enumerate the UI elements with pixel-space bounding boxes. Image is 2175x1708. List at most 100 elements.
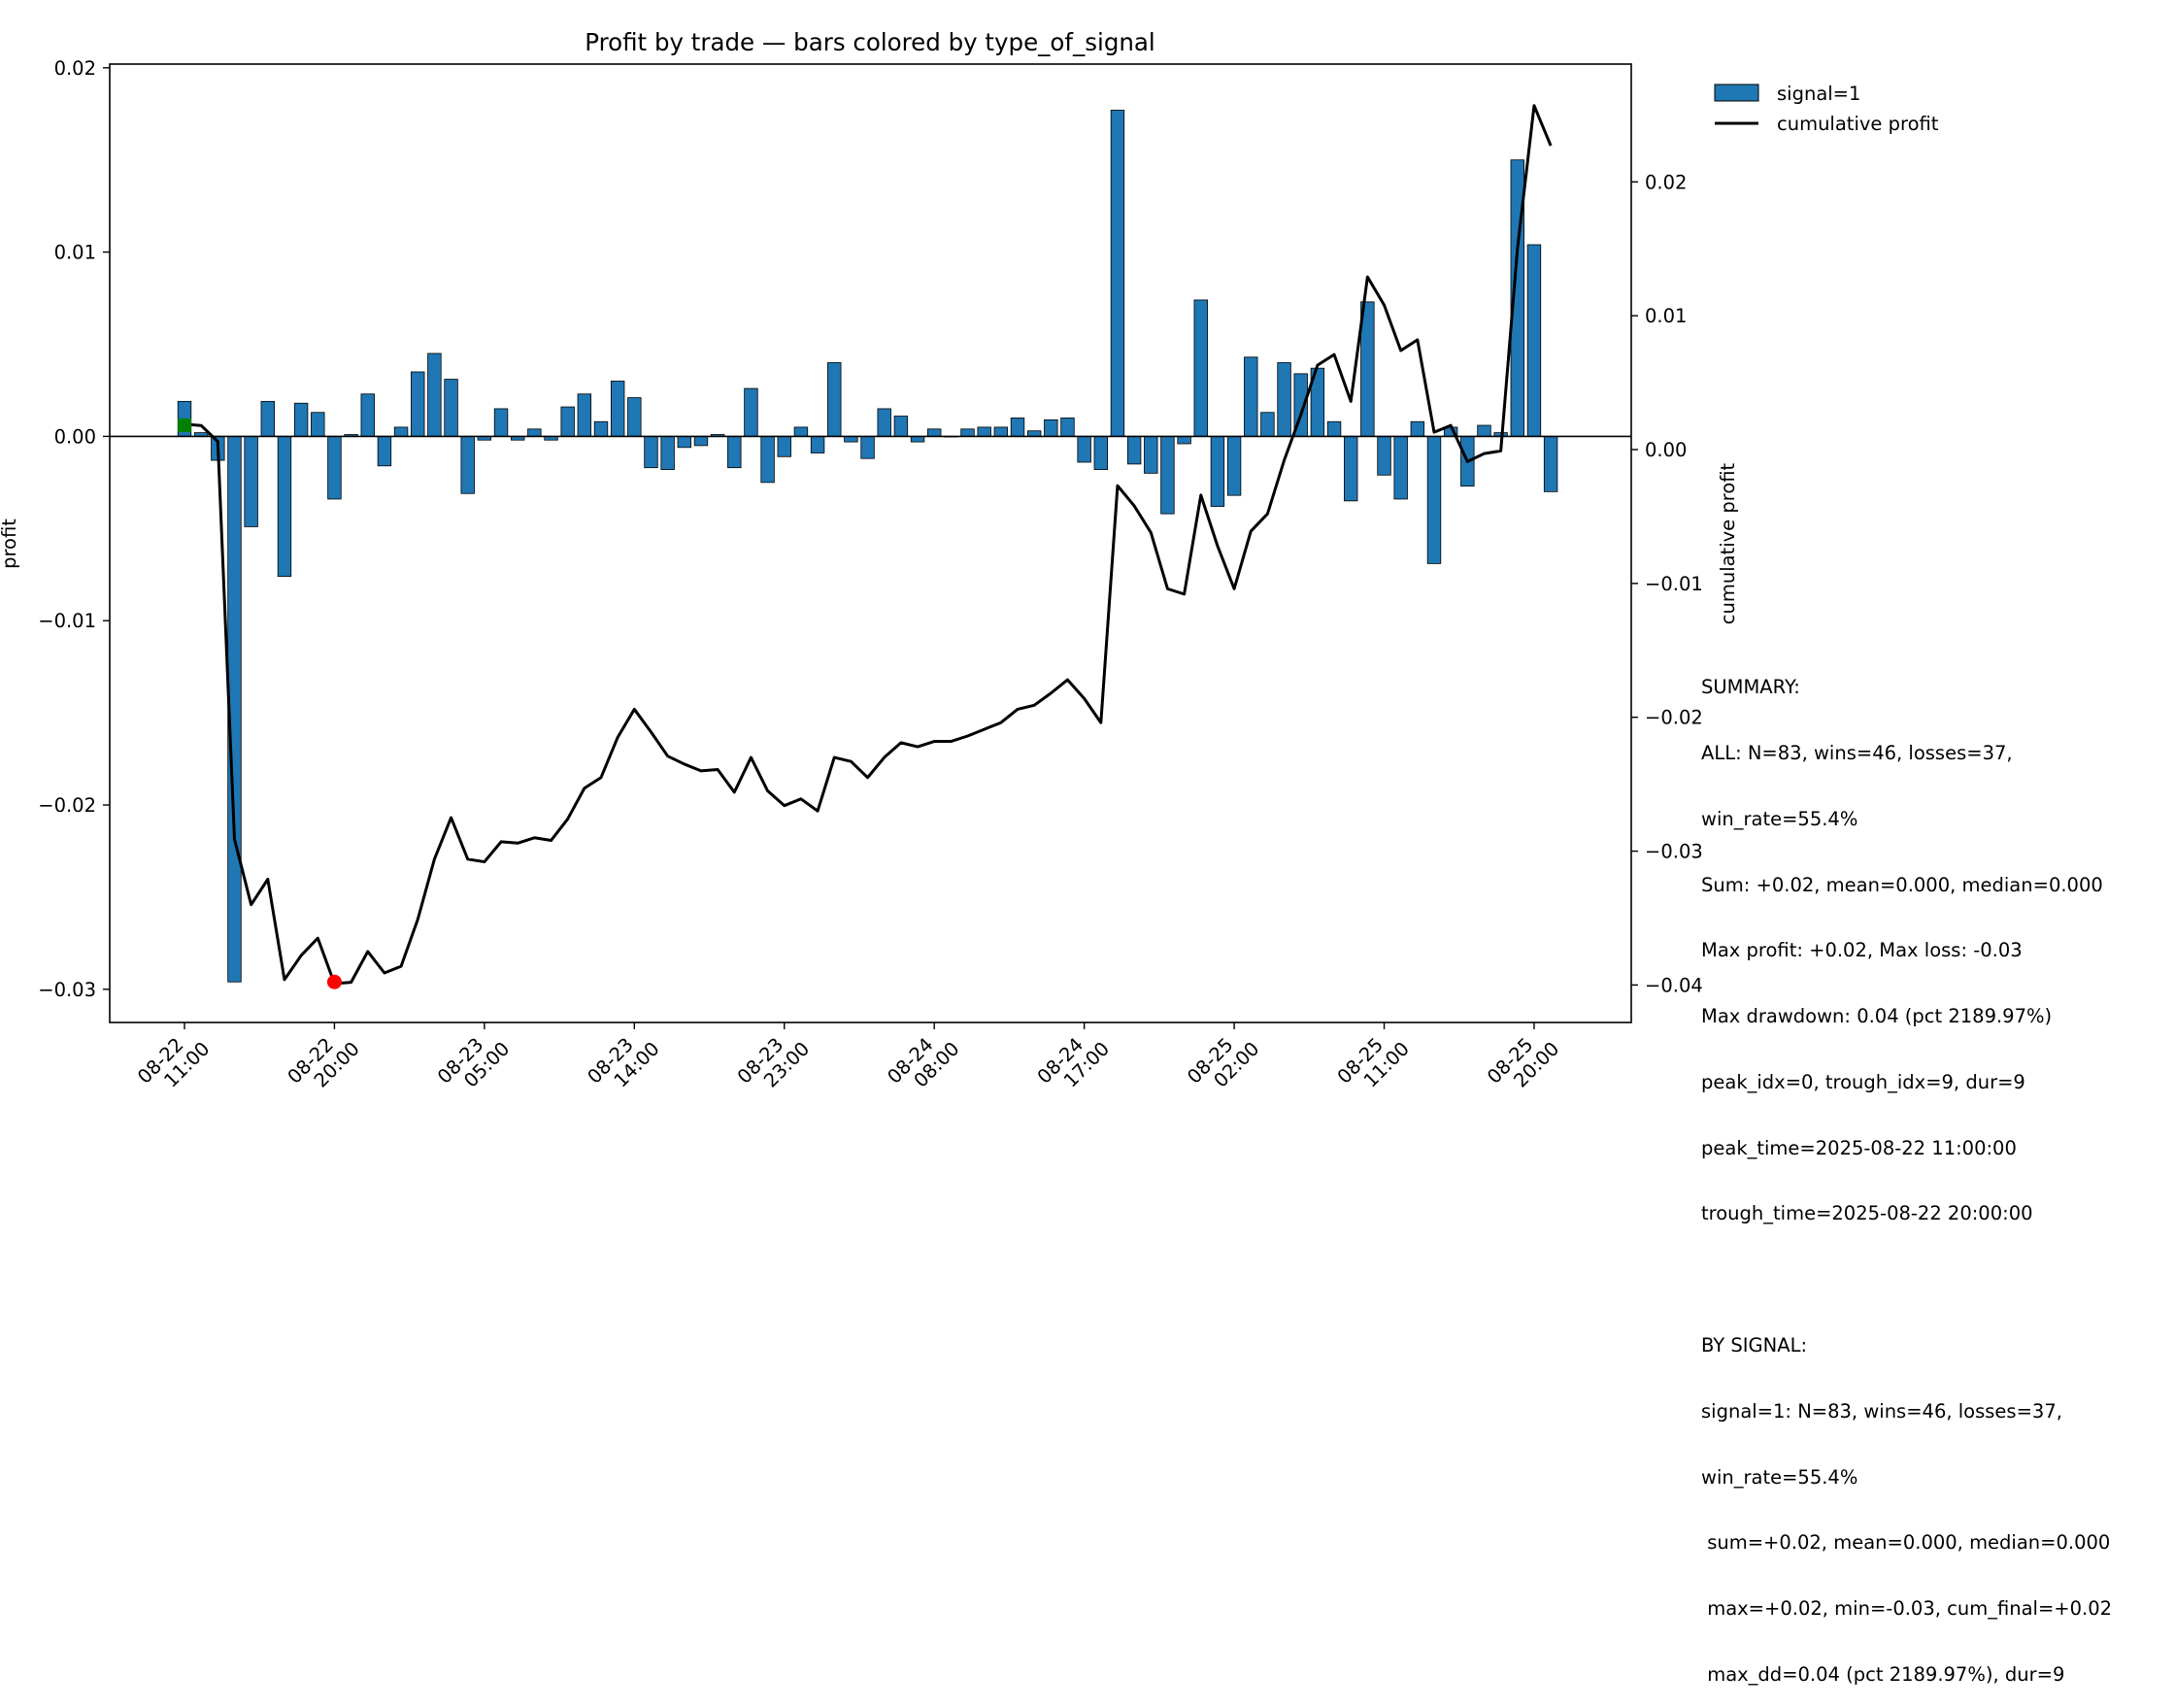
legend-label-signal: signal=1 [1777, 83, 1860, 105]
plot-area: −0.03 −0.02 −0.01 0.00 0.01 0.02 −0.04 −0.03 −0.… [38, 57, 1703, 1088]
bar [644, 436, 658, 469]
bar [444, 379, 458, 437]
summary-line: BY SIGNAL: [1701, 1334, 1808, 1356]
bar [860, 436, 875, 459]
bar [1477, 424, 1491, 437]
summary-line: peak_time=2025-08-22 11:00:00 [1701, 1136, 2017, 1159]
profit-chart: Profit by trade — bars colored by type_o… [0, 28, 1939, 1088]
bar [1426, 436, 1442, 564]
x-tick-label: 08-2211:00 [133, 1022, 214, 1088]
summary-line: Max profit: +0.02, Max loss: -0.03 [1701, 939, 2023, 962]
summary-box: SUMMARY: ALL: N=83, wins=46, losses=37, … [1701, 633, 2112, 1708]
bar [411, 371, 425, 437]
bar [1060, 418, 1075, 437]
bar [1260, 412, 1275, 437]
x-tick-label: 08-2520:00 [1483, 1022, 1563, 1088]
bar [993, 426, 1009, 437]
bar [1526, 244, 1542, 437]
bar [360, 393, 375, 437]
x-tick-label: 08-2502:00 [1183, 1022, 1263, 1088]
bar [910, 436, 925, 443]
y-right-tick-label: −0.03 [1645, 841, 1703, 863]
bar [727, 436, 742, 469]
bar [977, 426, 991, 437]
legend-label-cumulative: cumulative profit [1777, 113, 1939, 135]
summary-line: trough_time=2025-08-22 20:00:00 [1701, 1202, 2033, 1225]
bar [377, 436, 392, 467]
bar [427, 352, 442, 437]
y-right-tick-label: −0.01 [1645, 573, 1703, 595]
summary-line: Sum: +0.02, mean=0.000, median=0.000 [1701, 873, 2103, 896]
bar [460, 436, 475, 494]
bar [793, 426, 809, 437]
trough-marker [326, 974, 342, 989]
bar [844, 436, 858, 443]
bar [1077, 436, 1091, 463]
bar [1160, 436, 1175, 515]
bar [1110, 110, 1125, 437]
bar [610, 381, 625, 437]
summary-line: signal=1: N=83, wins=46, losses=37, [1701, 1399, 2062, 1423]
chart-title: Profit by trade — bars colored by type_o… [585, 28, 1154, 56]
x-tick-label: 08-2323:00 [733, 1022, 814, 1088]
bar [1044, 419, 1058, 437]
bar [577, 393, 592, 437]
bar [893, 416, 909, 437]
x-tick-label: 08-2408:00 [883, 1022, 963, 1088]
summary-line: Max drawdown: 0.04 (pct 2189.97%) [1701, 1005, 2053, 1028]
bar [1010, 418, 1025, 437]
bar [1226, 436, 1242, 496]
summary-line: sum=+0.02, mean=0.000, median=0.000 [1701, 1531, 2111, 1555]
summary-line: win_rate=55.4% [1701, 807, 1858, 830]
bar [244, 436, 258, 527]
bar [627, 397, 642, 437]
bar [1410, 420, 1425, 437]
bar [311, 412, 325, 437]
bar [760, 436, 775, 484]
bar [827, 362, 842, 437]
y-axis-right-label: cumulative profit [1717, 462, 1739, 624]
summary-line: max_dd=0.04 (pct 2189.97%), dur=9 [1701, 1662, 2065, 1686]
x-tick-label: 08-2305:00 [433, 1022, 514, 1088]
bar [1144, 436, 1158, 474]
summary-line [1701, 1269, 2112, 1291]
bar [1193, 299, 1208, 437]
y-tick-label: −0.01 [38, 610, 96, 632]
peak-marker [178, 419, 191, 433]
x-tick-label: 08-2417:00 [1033, 1022, 1114, 1088]
y-right-tick-label: 0.02 [1645, 171, 1687, 193]
summary-line: SUMMARY: [1701, 676, 1800, 699]
bar [327, 436, 342, 500]
y-tick-label: −0.02 [38, 794, 96, 817]
y-tick-label: 0.02 [54, 57, 96, 80]
y-right-tick-label: −0.02 [1645, 707, 1703, 729]
y-right-tick-label: 0.01 [1645, 305, 1687, 327]
bar [1177, 436, 1191, 445]
bar [744, 387, 758, 437]
bar [810, 436, 825, 453]
bar [1093, 436, 1109, 470]
bar [1344, 436, 1358, 502]
summary-line: win_rate=55.4% [1701, 1465, 1858, 1489]
bar [560, 406, 575, 437]
cumulative-profit-line [184, 104, 1553, 986]
y-axis-label: profit [0, 519, 20, 569]
summary-line: ALL: N=83, wins=46, losses=37, [1701, 741, 2013, 764]
y-right-tick-label: 0.00 [1645, 439, 1687, 461]
bar [1393, 436, 1408, 500]
plot-frame [109, 63, 1632, 1023]
bar [1026, 430, 1042, 437]
bar [593, 420, 609, 437]
bar [1377, 436, 1391, 476]
bar [1210, 436, 1225, 507]
legend-bar-swatch [1714, 84, 1759, 102]
bar [293, 402, 309, 437]
bar [960, 428, 975, 437]
y-tick-label: 0.00 [54, 425, 96, 448]
bar [660, 436, 675, 470]
bar [693, 436, 709, 447]
bar [277, 436, 292, 578]
bar [1126, 436, 1142, 465]
x-tick-label: 08-2511:00 [1333, 1022, 1414, 1088]
bar [927, 428, 942, 437]
